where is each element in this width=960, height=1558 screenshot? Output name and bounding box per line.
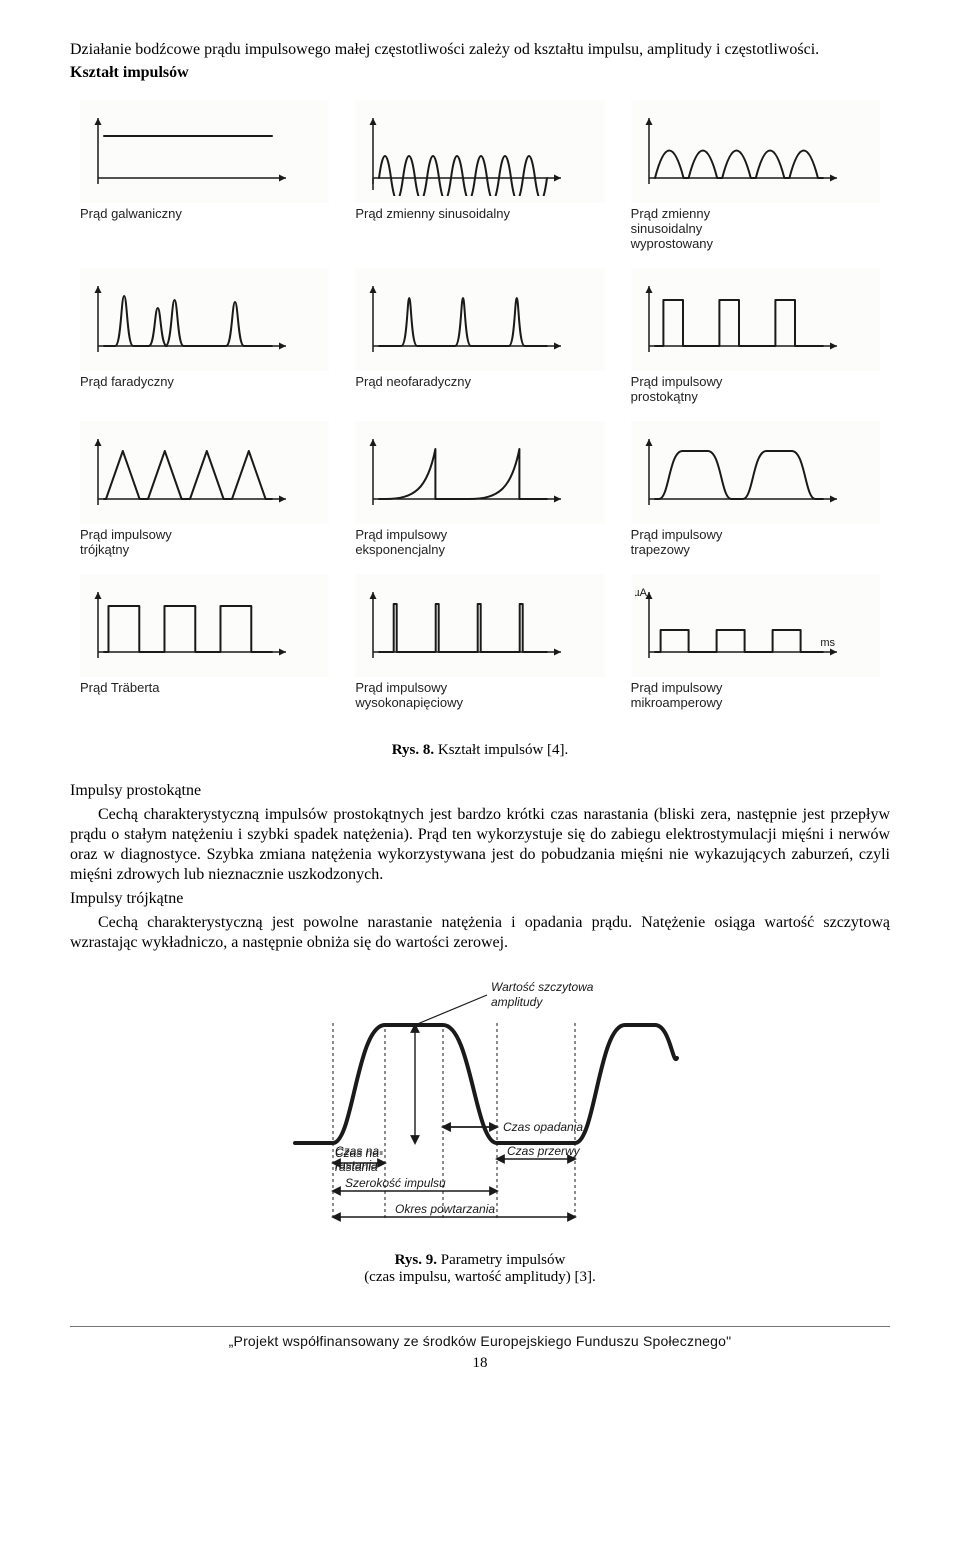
waveform-svg [355, 100, 604, 203]
waveform-label: Prąd galwaniczny [80, 207, 329, 222]
waveform-svg: µA ms [631, 574, 880, 677]
svg-text:ms: ms [820, 637, 835, 649]
waveform-label: Prąd impulsowy prostokątny [631, 375, 880, 405]
waveform-svg [80, 574, 329, 677]
page-number: 18 [70, 1355, 890, 1372]
waveform-label: Prąd impulsowy wysokonapięciowy [355, 681, 604, 711]
waveform-svg [355, 268, 604, 371]
waveform-label: Prąd Träberta [80, 681, 329, 696]
waveform-svg [355, 574, 604, 677]
waveform-cell: Prąd impulsowy trójkątny [80, 421, 329, 558]
waveform-label: Prąd impulsowy mikroamperowy [631, 681, 880, 711]
waveform-svg [355, 421, 604, 524]
waveform-svg [80, 421, 329, 524]
waveform-cell: Prąd galwaniczny [80, 100, 329, 252]
waveform-label: Prąd zmienny sinusoidalny [355, 207, 604, 222]
intro-text: Działanie bodźcowe prądu impulsowego mał… [70, 40, 890, 60]
subheading: Kształt impulsów [70, 64, 890, 82]
fig1-caption-rest: Kształt impulsów [4]. [434, 742, 568, 758]
waveform-cell: Prąd impulsowy trapezowy [631, 421, 880, 558]
waveform-cell: Prąd faradyczny [80, 268, 329, 405]
waveform-label: Prąd impulsowy trójkątny [80, 528, 329, 558]
waveform-label: Prąd faradyczny [80, 375, 329, 390]
pulse-params-diagram: Wartość szczytowaamplitudy Czas na-rastan… [275, 973, 685, 1243]
svg-text:rastania: rastania [335, 1158, 378, 1172]
figure2: Wartość szczytowaamplitudy Czas na-rastan… [70, 973, 890, 1286]
svg-text:Czas na-: Czas na- [335, 1144, 383, 1158]
fig1-caption: Rys. 8. Kształt impulsów [4]. [70, 742, 890, 759]
waveform-cell: Prąd impulsowy prostokątny [631, 268, 880, 405]
footer-text: „Projekt współfinansowany ze środków Eur… [70, 1333, 890, 1349]
svg-text:Wartość szczytowa: Wartość szczytowa [491, 980, 594, 994]
fig1-caption-bold: Rys. 8. [392, 742, 434, 758]
fig2-caption-bold: Rys. 9. [395, 1252, 437, 1268]
waveform-cell: Prąd zmienny sinusoidalny [355, 100, 604, 252]
footer-rule [70, 1326, 890, 1327]
fig2-caption-sub: (czas impulsu, wartość amplitudy) [3]. [364, 1269, 596, 1285]
rect-paragraph: Cechą charakterystyczną impulsów prostok… [70, 805, 890, 885]
tri-paragraph: Cechą charakterystyczną jest powolne nar… [70, 913, 890, 953]
svg-text:Okres powtarzania: Okres powtarzania [395, 1202, 495, 1216]
tri-heading: Impulsy trójkątne [70, 889, 890, 909]
waveform-label: Prąd neofaradyczny [355, 375, 604, 390]
waveform-cell: Prąd neofaradyczny [355, 268, 604, 405]
waveform-svg [631, 421, 880, 524]
fig2-caption: Rys. 9. Parametry impulsów (czas impulsu… [70, 1252, 890, 1286]
svg-text:Czas opadania: Czas opadania [503, 1120, 583, 1134]
waveform-cell: Prąd Träberta [80, 574, 329, 711]
waveform-cell: Prąd zmienny sinusoidalny wyprostowany [631, 100, 880, 252]
waveform-label: Prąd zmienny sinusoidalny wyprostowany [631, 207, 880, 252]
waveform-label: Prąd impulsowy trapezowy [631, 528, 880, 558]
svg-text:Szerokość impulsu: Szerokość impulsu [345, 1176, 446, 1190]
waveform-cell: µA ms Prąd impulsowy mikroamperowy [631, 574, 880, 711]
waveform-svg [631, 100, 880, 203]
waveform-svg [80, 268, 329, 371]
waveform-label: Prąd impulsowy eksponencjalny [355, 528, 604, 558]
waveform-svg [80, 100, 329, 203]
waveform-grid: Prąd galwaniczny Prąd zmienny sinusoidaln… [70, 100, 890, 710]
svg-text:µA: µA [635, 587, 648, 599]
svg-text:Czas przerwy: Czas przerwy [507, 1144, 581, 1158]
fig2-caption-rest: Parametry impulsów [437, 1252, 565, 1268]
svg-text:amplitudy: amplitudy [491, 995, 543, 1009]
rect-heading: Impulsy prostokątne [70, 781, 890, 801]
waveform-cell: Prąd impulsowy wysokonapięciowy [355, 574, 604, 711]
waveform-cell: Prąd impulsowy eksponencjalny [355, 421, 604, 558]
waveform-svg [631, 268, 880, 371]
